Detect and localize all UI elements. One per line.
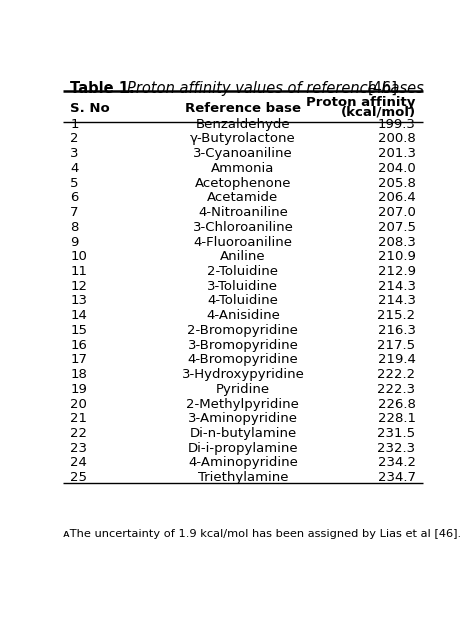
Text: 4-Fluoroaniline: 4-Fluoroaniline	[193, 236, 292, 249]
Text: 4-Aminopyridine: 4-Aminopyridine	[188, 457, 298, 470]
Text: 216.3: 216.3	[378, 324, 416, 337]
Text: Acetophenone: Acetophenone	[195, 176, 291, 189]
Text: Proton affinity: Proton affinity	[306, 96, 416, 109]
Text: 4-Toluidine: 4-Toluidine	[208, 294, 278, 307]
Text: 3-Toluidine: 3-Toluidine	[208, 280, 278, 292]
Text: 199.3: 199.3	[378, 118, 416, 131]
Text: (kcal/mol): (kcal/mol)	[340, 106, 416, 118]
Text: Triethylamine: Triethylamine	[198, 471, 288, 484]
Text: 214.3: 214.3	[378, 280, 416, 292]
Text: 205.8: 205.8	[378, 176, 416, 189]
Text: S. No: S. No	[70, 102, 110, 115]
Text: 3-Aminopyridine: 3-Aminopyridine	[188, 412, 298, 425]
Text: 204.0: 204.0	[378, 162, 416, 175]
Text: Pyridine: Pyridine	[216, 383, 270, 396]
Text: 210.9: 210.9	[378, 251, 416, 263]
Text: 25: 25	[70, 471, 87, 484]
Text: Reference base: Reference base	[185, 102, 301, 115]
Text: 3-Cyanoaniline: 3-Cyanoaniline	[193, 147, 293, 160]
Text: 207.5: 207.5	[378, 221, 416, 234]
Text: γ-Butyrolactone: γ-Butyrolactone	[190, 133, 296, 146]
Text: 219.4: 219.4	[378, 354, 416, 366]
Text: 21: 21	[70, 412, 87, 425]
Text: 2-Methylpyridine: 2-Methylpyridine	[186, 397, 300, 410]
Text: 10: 10	[70, 251, 87, 263]
Text: 19: 19	[70, 383, 87, 396]
Text: 200.8: 200.8	[378, 133, 416, 146]
Text: 7: 7	[70, 206, 79, 219]
Text: 212.9: 212.9	[378, 265, 416, 278]
Text: 4-Bromopyridine: 4-Bromopyridine	[188, 354, 298, 366]
Text: ᴀThe uncertainty of 1.9 kcal/mol has been assigned by Lias et al [46].: ᴀThe uncertainty of 1.9 kcal/mol has bee…	[63, 529, 461, 539]
Text: 20: 20	[70, 397, 87, 410]
Text: 13: 13	[70, 294, 87, 307]
Text: 222.2: 222.2	[377, 368, 416, 381]
Text: 17: 17	[70, 354, 87, 366]
Text: 201.3: 201.3	[378, 147, 416, 160]
Text: Aniline: Aniline	[220, 251, 266, 263]
Text: 206.4: 206.4	[378, 191, 416, 204]
Text: 2-Bromopyridine: 2-Bromopyridine	[188, 324, 298, 337]
Text: 222.3: 222.3	[377, 383, 416, 396]
Text: 228.1: 228.1	[378, 412, 416, 425]
Text: 2: 2	[70, 133, 79, 146]
Text: 214.3: 214.3	[378, 294, 416, 307]
Text: 4-Anisidine: 4-Anisidine	[206, 309, 280, 322]
Text: Acetamide: Acetamide	[207, 191, 279, 204]
Text: 234.2: 234.2	[378, 457, 416, 470]
Text: 3-Hydroxypyridine: 3-Hydroxypyridine	[182, 368, 304, 381]
Text: 11: 11	[70, 265, 87, 278]
Text: 3-Bromopyridine: 3-Bromopyridine	[188, 339, 298, 352]
Text: 3-Chloroaniline: 3-Chloroaniline	[192, 221, 293, 234]
Text: Table 1.: Table 1.	[70, 81, 135, 96]
Text: Di-i-propylamine: Di-i-propylamine	[188, 442, 298, 455]
Text: [46]: [46]	[368, 81, 398, 96]
Text: 3: 3	[70, 147, 79, 160]
Text: 207.0: 207.0	[378, 206, 416, 219]
Text: Di-n-butylamine: Di-n-butylamine	[189, 427, 297, 440]
Text: Proton affinity values of reference bases: Proton affinity values of reference base…	[127, 81, 424, 96]
Text: 2-Toluidine: 2-Toluidine	[208, 265, 278, 278]
Text: 22: 22	[70, 427, 87, 440]
Text: 14: 14	[70, 309, 87, 322]
Text: 8: 8	[70, 221, 79, 234]
Text: 18: 18	[70, 368, 87, 381]
Text: 4-Nitroaniline: 4-Nitroaniline	[198, 206, 288, 219]
Text: 12: 12	[70, 280, 87, 292]
Text: 226.8: 226.8	[378, 397, 416, 410]
Text: 217.5: 217.5	[377, 339, 416, 352]
Text: 6: 6	[70, 191, 79, 204]
Text: 15: 15	[70, 324, 87, 337]
Text: 5: 5	[70, 176, 79, 189]
Text: 9: 9	[70, 236, 79, 249]
Text: 24: 24	[70, 457, 87, 470]
Text: Ammonia: Ammonia	[211, 162, 274, 175]
Text: 208.3: 208.3	[378, 236, 416, 249]
Text: 215.2: 215.2	[377, 309, 416, 322]
Text: 1: 1	[70, 118, 79, 131]
Text: 16: 16	[70, 339, 87, 352]
Text: 23: 23	[70, 442, 87, 455]
Text: 4: 4	[70, 162, 79, 175]
Text: 231.5: 231.5	[377, 427, 416, 440]
Text: 234.7: 234.7	[378, 471, 416, 484]
Text: Benzaldehyde: Benzaldehyde	[196, 118, 290, 131]
Text: 232.3: 232.3	[377, 442, 416, 455]
